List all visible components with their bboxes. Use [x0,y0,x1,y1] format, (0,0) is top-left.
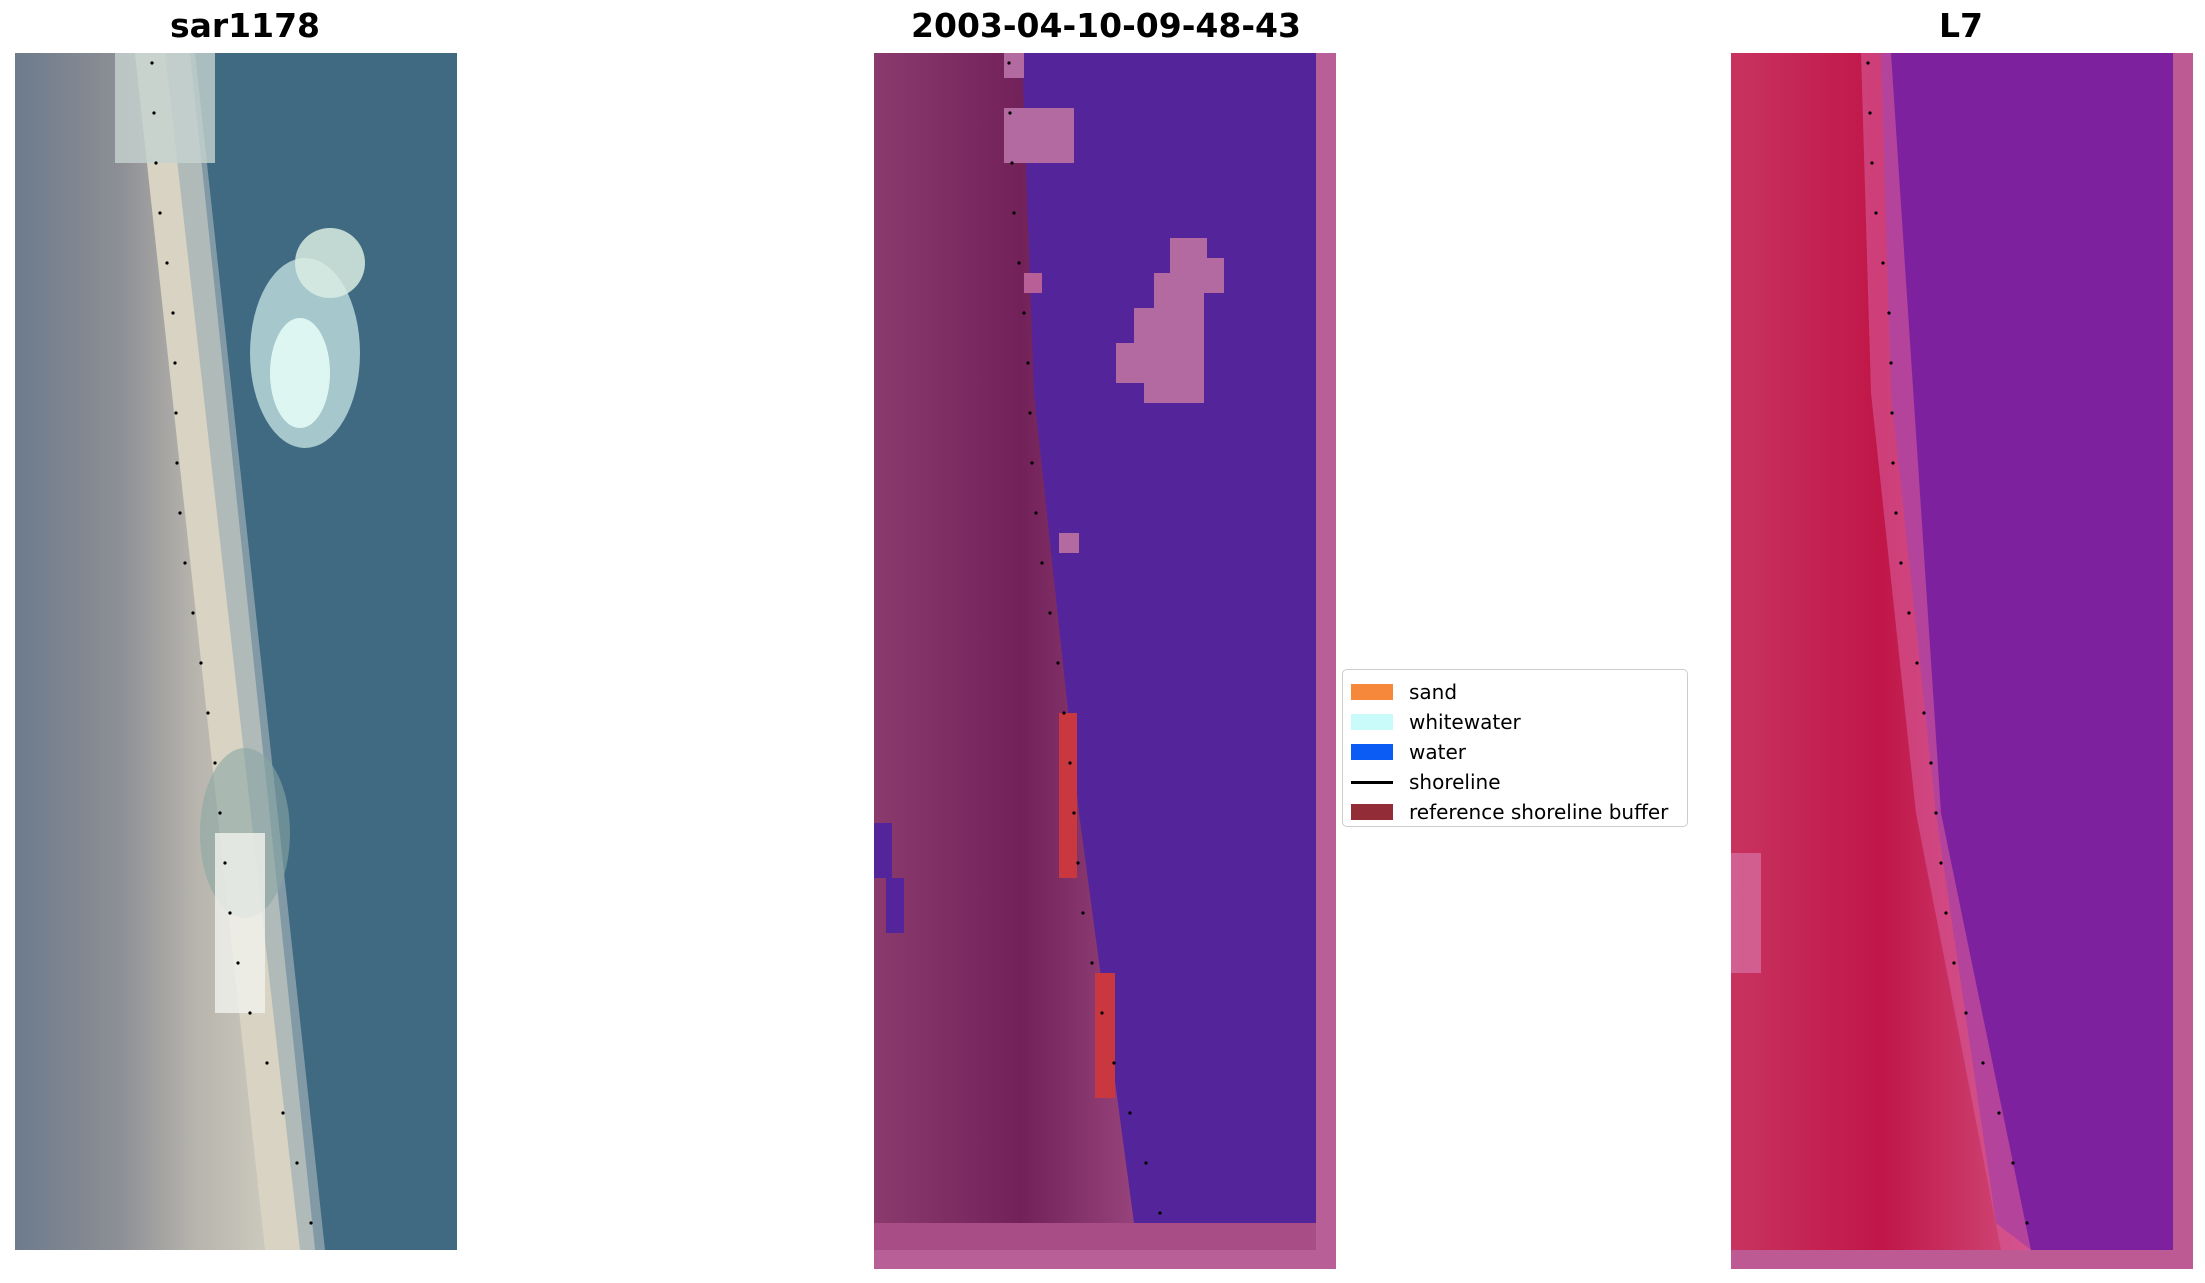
rgb-image-panel [15,53,457,1250]
legend-item-water: water [1351,737,1687,767]
classified-image [874,53,1336,1269]
legend-label-sand: sand [1409,680,1458,704]
legend-label-water: water [1409,740,1466,764]
shoreline-dots-nir [1866,61,2029,1225]
legend-line-shoreline [1351,780,1393,784]
shoreline-dots-classified [1007,61,1162,1215]
legend-swatch-whitewater [1351,714,1393,730]
panel-title-rgb: sar1178 [169,6,321,45]
shoreline-dots-rgb [150,61,313,1225]
legend-label-whitewater: whitewater [1409,710,1521,734]
nir-image-panel [1731,53,2193,1269]
nir-image [1731,53,2193,1269]
legend-item-whitewater: whitewater [1351,707,1687,737]
legend-item-reference-buffer: reference shoreline buffer [1351,797,1687,827]
legend-swatch-sand [1351,684,1393,700]
panel-title-nir: L7 [1939,6,1983,45]
rgb-image [15,53,457,1250]
legend-swatch-water [1351,744,1393,760]
legend: sand whitewater water shoreline referenc… [1342,669,1688,827]
classified-image-panel [874,53,1336,1269]
legend-item-shoreline: shoreline [1351,767,1687,797]
legend-label-shoreline: shoreline [1409,770,1501,794]
legend-swatch-reference-buffer [1351,804,1393,820]
legend-item-sand: sand [1351,677,1687,707]
panel-title-classified: 2003-04-10-09-48-43 [911,6,1301,45]
legend-label-reference-buffer: reference shoreline buffer [1409,800,1669,824]
